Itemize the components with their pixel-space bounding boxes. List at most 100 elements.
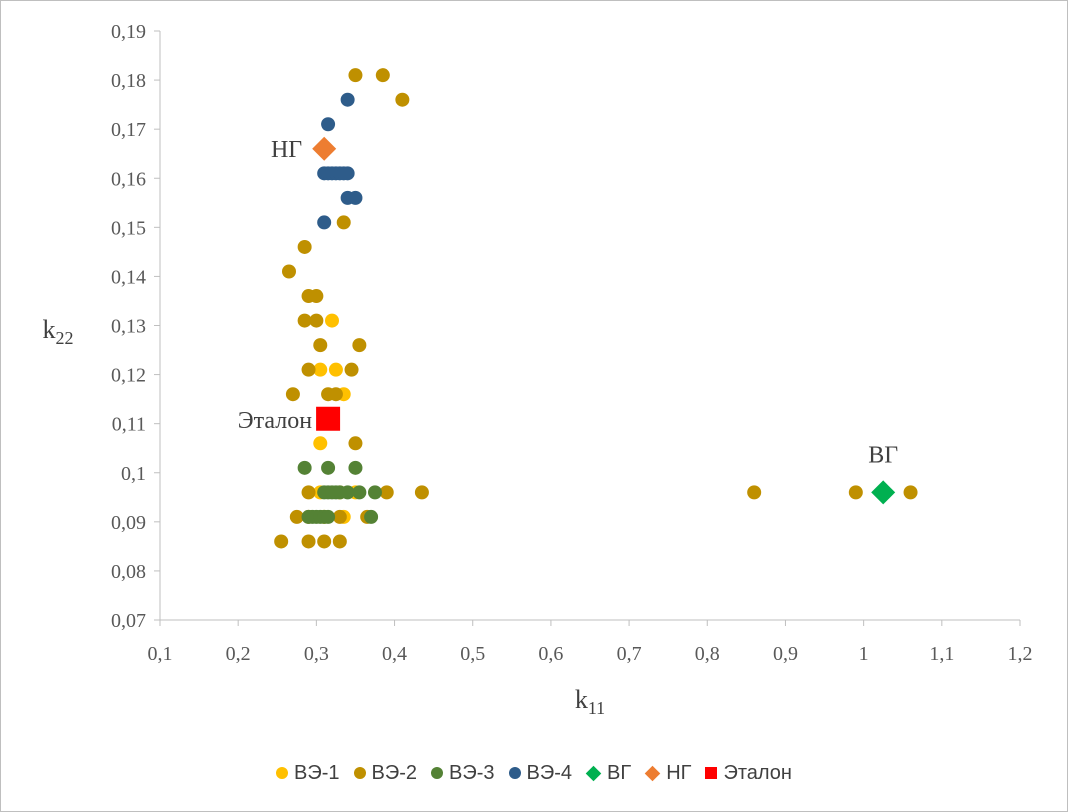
point-вэ-2 bbox=[282, 264, 296, 279]
point-вэ-3 bbox=[352, 485, 367, 500]
x-tick-label: 0,5 bbox=[460, 643, 485, 665]
point-вг bbox=[871, 480, 896, 505]
point-вэ-3 bbox=[340, 485, 355, 500]
y-tick-label: 0,15 bbox=[111, 217, 146, 239]
point-вэ-2 bbox=[301, 485, 316, 500]
legend: ВЭ-1 ВЭ-2 ВЭ-3 ВЭ-4 ВГ НГ Эталон bbox=[0, 758, 1068, 788]
y-tick-label: 0,17 bbox=[111, 119, 146, 141]
point-вэ-2 bbox=[375, 68, 390, 83]
legend-item-вэ-3: ВЭ-3 bbox=[431, 762, 495, 785]
y-tick-label: 0,07 bbox=[111, 610, 146, 632]
point-вэ-2 bbox=[313, 338, 328, 353]
x-tick-label: 0,3 bbox=[304, 643, 329, 665]
annotation-эталон: Эталон bbox=[238, 408, 312, 434]
legend-marker-icon bbox=[353, 767, 366, 779]
point-эталон bbox=[316, 406, 341, 431]
point-вэ-1 bbox=[328, 362, 343, 377]
point-вэ-2 bbox=[344, 362, 359, 377]
point-вэ-2 bbox=[332, 509, 347, 524]
y-tick-label: 0,1 bbox=[121, 463, 146, 485]
y-tick-label: 0,13 bbox=[111, 316, 146, 338]
point-вэ-1 bbox=[313, 436, 328, 451]
point-вэ-3 bbox=[364, 509, 379, 524]
legend-marker-icon bbox=[276, 767, 289, 779]
y-tick-label: 0,12 bbox=[111, 365, 146, 387]
point-вэ-2 bbox=[317, 534, 332, 549]
point-вэ-2 bbox=[309, 289, 324, 304]
point-нг bbox=[312, 136, 337, 161]
legend-marker-icon bbox=[508, 767, 521, 779]
x-tick-label: 0,6 bbox=[538, 643, 563, 665]
point-вэ-4 bbox=[317, 215, 332, 230]
x-axis-label: k11 bbox=[575, 685, 605, 718]
point-вэ-2 bbox=[747, 485, 762, 500]
x-tick-label: 0,1 bbox=[148, 643, 173, 665]
point-вэ-2 bbox=[274, 534, 289, 549]
legend-label: ВЭ-1 bbox=[294, 761, 340, 784]
point-вэ-4 bbox=[321, 117, 336, 132]
x-tick-label: 1,2 bbox=[1008, 643, 1033, 665]
legend-item-нг: НГ bbox=[644, 761, 692, 785]
legend-marker-icon bbox=[705, 767, 718, 779]
data-points bbox=[274, 68, 918, 549]
legend-item-вэ-1: ВЭ-1 bbox=[276, 762, 340, 785]
point-вэ-3 bbox=[321, 460, 336, 475]
y-axis-label: k22 bbox=[43, 315, 74, 348]
point-вэ-1 bbox=[325, 313, 339, 328]
y-tick-label: 0,19 bbox=[111, 21, 146, 43]
axes bbox=[154, 30, 1021, 626]
y-tick-label: 0,08 bbox=[111, 561, 146, 583]
y-tick-label: 0,09 bbox=[111, 512, 146, 534]
point-вэ-2 bbox=[352, 338, 367, 353]
legend-marker-icon bbox=[431, 767, 444, 779]
y-tick-label: 0,11 bbox=[112, 414, 146, 436]
legend-item-вэ-4: ВЭ-4 bbox=[508, 761, 573, 785]
point-вэ-3 bbox=[368, 485, 382, 500]
point-вэ-3 bbox=[321, 509, 336, 524]
point-вэ-1 bbox=[313, 362, 328, 377]
point-вэ-2 bbox=[297, 239, 312, 254]
point-вэ-2 bbox=[297, 313, 312, 328]
y-tick-label: 0,18 bbox=[111, 70, 146, 92]
point-вэ-2 bbox=[395, 92, 410, 107]
point-вэ-2 bbox=[848, 485, 863, 500]
legend-item-эталон: Эталон bbox=[705, 762, 792, 785]
legend-label: ВЭ-2 bbox=[371, 761, 418, 784]
point-вэ-2 bbox=[285, 387, 300, 402]
legend-item-вг: ВГ bbox=[585, 761, 632, 785]
x-tick-label: 0,7 bbox=[617, 643, 642, 665]
x-tick-label: 0,4 bbox=[382, 643, 407, 665]
x-tick-label: 1 bbox=[859, 643, 869, 665]
legend-label: ВГ bbox=[607, 761, 632, 784]
annotations: ВГ НГ Эталон bbox=[238, 137, 898, 469]
annotation-вг: ВГ bbox=[868, 442, 898, 468]
x-tick-label: 1,1 bbox=[929, 643, 954, 665]
legend-label: НГ bbox=[666, 761, 692, 784]
point-вэ-2 bbox=[903, 485, 918, 500]
legend-label: Эталон bbox=[723, 761, 792, 784]
tick-labels: 0,070,080,090,10,110,120,130,140,150,160… bbox=[111, 21, 1033, 665]
y-tick-label: 0,14 bbox=[111, 266, 146, 288]
x-tick-label: 0,8 bbox=[695, 643, 720, 665]
point-вэ-2 bbox=[332, 534, 347, 549]
point-вэ-2 bbox=[348, 436, 363, 451]
legend-label: ВЭ-4 bbox=[526, 761, 573, 784]
point-вэ-2 bbox=[301, 362, 316, 377]
point-вэ-2 bbox=[336, 215, 351, 230]
point-вэ-4 bbox=[340, 92, 355, 107]
x-tick-label: 0,9 bbox=[773, 643, 798, 665]
legend-marker-icon bbox=[644, 765, 661, 781]
point-вэ-2 bbox=[301, 534, 316, 549]
legend-marker-icon bbox=[585, 765, 602, 781]
point-вэ-2 bbox=[379, 485, 394, 500]
legend-label: ВЭ-3 bbox=[449, 761, 495, 784]
point-вэ-2 bbox=[309, 313, 324, 328]
x-tick-label: 0,2 bbox=[226, 643, 251, 665]
point-вэ-3 bbox=[348, 460, 363, 475]
y-tick-label: 0,16 bbox=[111, 168, 146, 190]
point-вэ-2 bbox=[348, 68, 363, 83]
point-вэ-2 bbox=[328, 387, 343, 402]
point-вэ-3 bbox=[297, 460, 312, 475]
point-вэ-2 bbox=[289, 509, 304, 524]
